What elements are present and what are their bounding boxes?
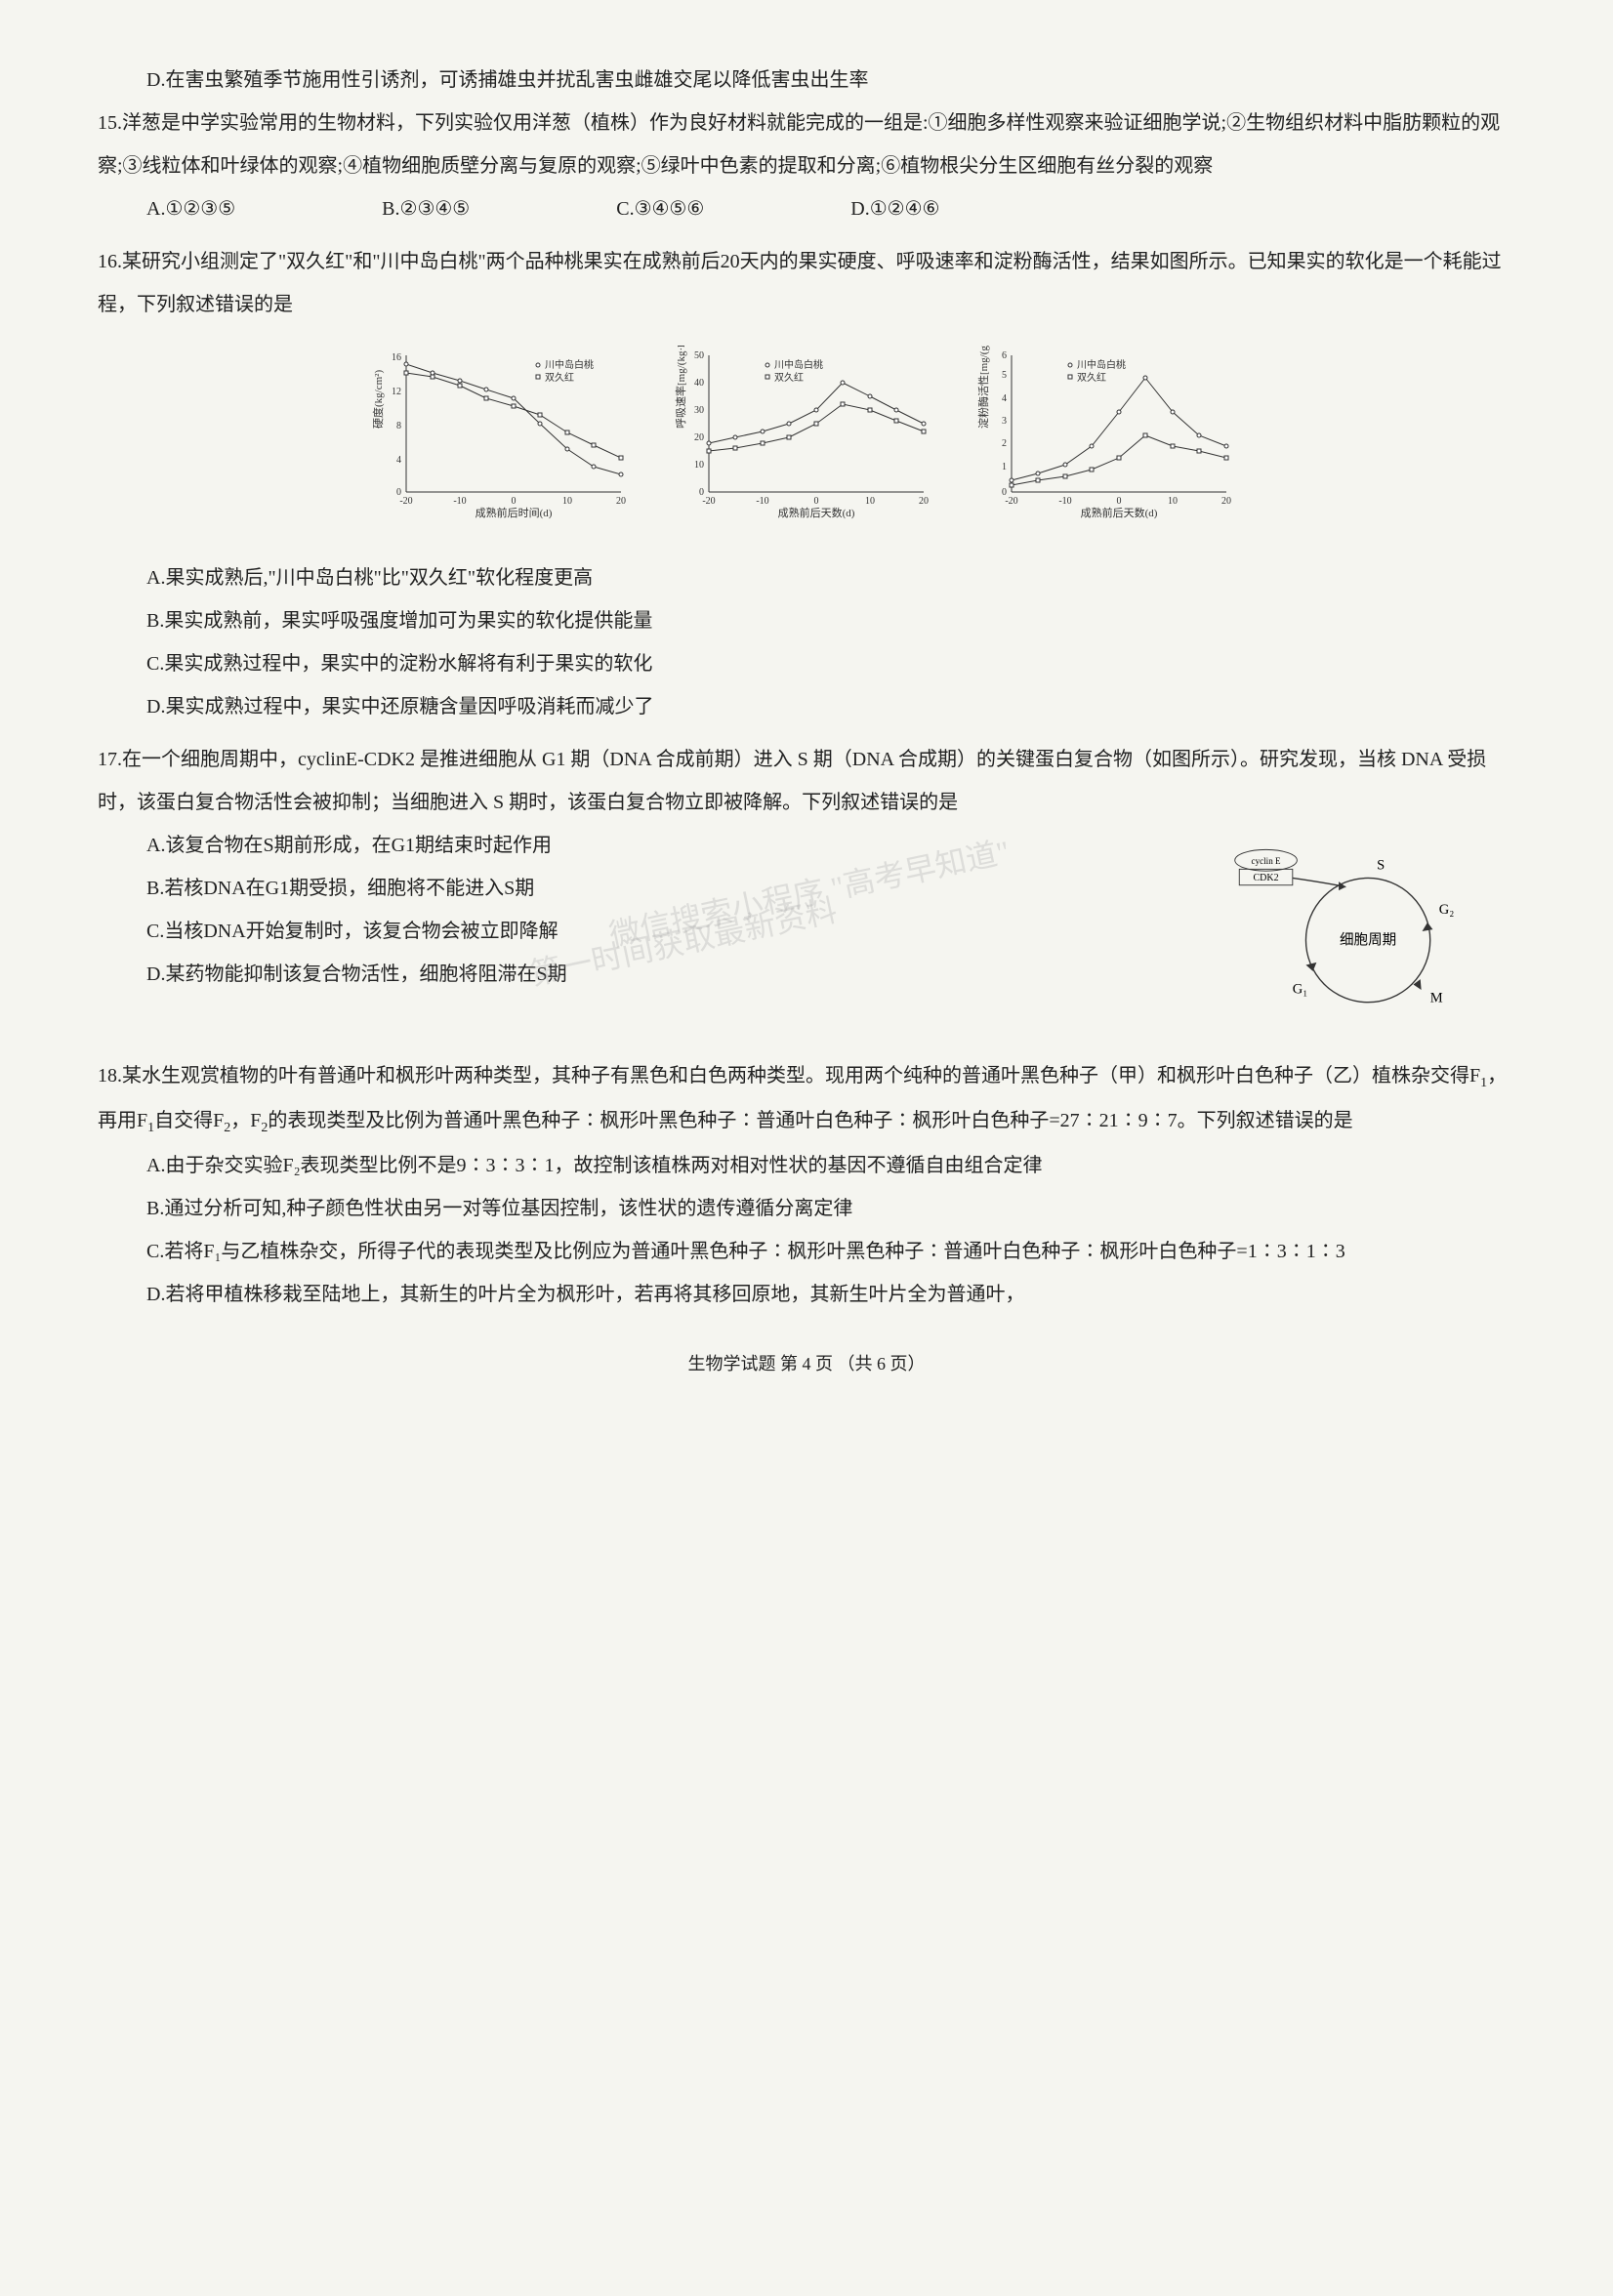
q17-stem: 17.在一个细胞周期中，cyclinE-CDK2 是推进细胞从 G1 期（DNA… — [98, 738, 1515, 824]
svg-text:0: 0 — [1117, 496, 1122, 507]
svg-text:-20: -20 — [399, 496, 412, 507]
q15-stem: 15.洋葱是中学实验常用的生物材料，下列实验仅用洋葱（植株）作为良好材料就能完成… — [98, 102, 1515, 187]
q17: 17.在一个细胞周期中，cyclinE-CDK2 是推进细胞从 G1 期（DNA… — [98, 738, 1515, 1045]
chart3-ylabel: 淀粉酶活性[mg/(g·5 min)] — [976, 346, 990, 429]
q18-stem: 18.某水生观赏植物的叶有普通叶和枫形叶两种类型，其种子有黑色和白色两种类型。现… — [98, 1054, 1515, 1144]
q15-opt-a: A.①②③⑤ — [146, 187, 235, 230]
svg-text:20: 20 — [1221, 496, 1231, 507]
svg-text:双久红: 双久红 — [545, 371, 574, 384]
q14-option-d: D.在害虫繁殖季节施用性引诱剂，可诱捕雄虫并扰乱害虫雌雄交尾以降低害虫出生率 — [146, 59, 1515, 102]
q15-opt-c: C.③④⑤⑥ — [616, 187, 704, 230]
q17-opt-c: C.当核DNA开始复制时，该复合物会被立即降解 — [146, 910, 1164, 953]
svg-text:3: 3 — [1002, 416, 1007, 427]
svg-text:0: 0 — [814, 496, 819, 507]
svg-text:M: M — [1430, 991, 1443, 1006]
svg-text:双久红: 双久红 — [1077, 371, 1106, 384]
svg-text:10: 10 — [865, 496, 875, 507]
q15-opt-d: D.①②④⑥ — [850, 187, 939, 230]
chart2-ylabel: 呼吸速率[mg/(kg·h)] — [674, 346, 687, 429]
q18: 18.某水生观赏植物的叶有普通叶和枫形叶两种类型，其种子有黑色和白色两种类型。现… — [98, 1054, 1515, 1316]
q17-opt-b: B.若核DNA在G1期受损，细胞将不能进入S期 — [146, 867, 1164, 910]
svg-text:10: 10 — [1168, 496, 1178, 507]
svg-text:-20: -20 — [702, 496, 715, 507]
svg-text:10: 10 — [694, 460, 704, 471]
svg-text:20: 20 — [616, 496, 626, 507]
q16-opt-b: B.果实成熟前，果实呼吸强度增加可为果实的软化提供能量 — [146, 599, 1515, 642]
page-footer: 生物学试题 第 4 页 （共 6 页） — [98, 1345, 1515, 1384]
svg-text:20: 20 — [694, 432, 704, 443]
svg-text:2: 2 — [1002, 438, 1007, 449]
q16-chart-amylase: 淀粉酶活性[mg/(g·5 min)] 成熟前后天数(d) 0 1 2 3 4 … — [972, 346, 1246, 537]
svg-text:G₂: G₂ — [1439, 902, 1455, 918]
svg-text:8: 8 — [396, 421, 401, 431]
q18-opt-c: C.若将F₁与乙植株杂交，所得子代的表现类型及比例应为普通叶黑色种子∶枫形叶黑色… — [146, 1230, 1515, 1273]
svg-text:川中岛白桃: 川中岛白桃 — [774, 358, 823, 371]
q17-opt-d: D.某药物能抑制该复合物活性，细胞将阻滞在S期 — [146, 953, 1164, 996]
q16-opt-c: C.果实成熟过程中，果实中的淀粉水解将有利于果实的软化 — [146, 642, 1515, 685]
svg-text:G₁: G₁ — [1293, 982, 1308, 998]
svg-text:cyclin E: cyclin E — [1252, 856, 1281, 866]
svg-text:川中岛白桃: 川中岛白桃 — [1077, 358, 1126, 371]
q17-diagram: 细胞周期 S G₂ M G₁ cyclin E CDK2 — [1203, 824, 1515, 1045]
q16-opt-a: A.果实成熟后,"川中岛白桃"比"双久红"软化程度更高 — [146, 556, 1515, 599]
svg-text:10: 10 — [562, 496, 572, 507]
svg-text:12: 12 — [392, 387, 401, 397]
svg-text:-10: -10 — [453, 496, 466, 507]
svg-text:1: 1 — [1002, 462, 1007, 472]
svg-text:0: 0 — [512, 496, 517, 507]
q16: 16.某研究小组测定了"双久红"和"川中岛白桃"两个品种桃果实在成熟前后20天内… — [98, 240, 1515, 728]
svg-text:CDK2: CDK2 — [1253, 873, 1278, 883]
svg-text:双久红: 双久红 — [774, 371, 804, 384]
svg-text:细胞周期: 细胞周期 — [1340, 932, 1396, 949]
q18-opt-a: A.由于杂交实验F₂表现类型比例不是9∶3∶3∶1，故控制该植株两对相对性状的基… — [146, 1144, 1515, 1187]
q16-chart-hardness: 硬度(kg/cm²) 成熟前后时间(d) 0 4 8 12 16 -20 -10… — [367, 346, 641, 537]
svg-text:-20: -20 — [1005, 496, 1017, 507]
chart3-xlabel: 成熟前后天数(d) — [1081, 506, 1158, 519]
q18-opt-b: B.通过分析可知,种子颜色性状由另一对等位基因控制，该性状的遗传遵循分离定律 — [146, 1187, 1515, 1230]
q16-stem: 16.某研究小组测定了"双久红"和"川中岛白桃"两个品种桃果实在成熟前后20天内… — [98, 240, 1515, 326]
chart2-xlabel: 成熟前后天数(d) — [778, 506, 855, 519]
svg-text:4: 4 — [1002, 393, 1007, 404]
chart1-ylabel: 硬度(kg/cm²) — [371, 370, 385, 429]
svg-text:30: 30 — [694, 405, 704, 416]
chart1-xlabel: 成熟前后时间(d) — [476, 506, 553, 519]
q17-opt-a: A.该复合物在S期前形成，在G1期结束时起作用 — [146, 824, 1164, 867]
svg-text:4: 4 — [396, 455, 401, 466]
q15-opt-b: B.②③④⑤ — [382, 187, 470, 230]
svg-text:川中岛白桃: 川中岛白桃 — [545, 358, 594, 371]
q16-charts: 硬度(kg/cm²) 成熟前后时间(d) 0 4 8 12 16 -20 -10… — [98, 346, 1515, 537]
svg-text:5: 5 — [1002, 370, 1007, 381]
svg-text:50: 50 — [694, 350, 704, 361]
svg-text:16: 16 — [392, 352, 401, 363]
q16-chart-respiration: 呼吸速率[mg/(kg·h)] 成熟前后天数(d) 0 10 20 30 40 … — [670, 346, 943, 537]
svg-text:40: 40 — [694, 378, 704, 389]
q15: 15.洋葱是中学实验常用的生物材料，下列实验仅用洋葱（植株）作为良好材料就能完成… — [98, 102, 1515, 230]
page-container: 微信搜索小程序 "高考早知道" 第一时间获取最新资料 D.在害虫繁殖季节施用性引… — [98, 59, 1515, 1383]
svg-text:20: 20 — [919, 496, 929, 507]
svg-text:-10: -10 — [756, 496, 768, 507]
svg-text:S: S — [1377, 857, 1385, 873]
q16-opt-d: D.果实成熟过程中，果实中还原糖含量因呼吸消耗而减少了 — [146, 685, 1515, 728]
q18-opt-d: D.若将甲植株移栽至陆地上，其新生的叶片全为枫形叶，若再将其移回原地，其新生叶片… — [146, 1273, 1515, 1316]
svg-text:6: 6 — [1002, 350, 1007, 361]
svg-text:-10: -10 — [1058, 496, 1071, 507]
